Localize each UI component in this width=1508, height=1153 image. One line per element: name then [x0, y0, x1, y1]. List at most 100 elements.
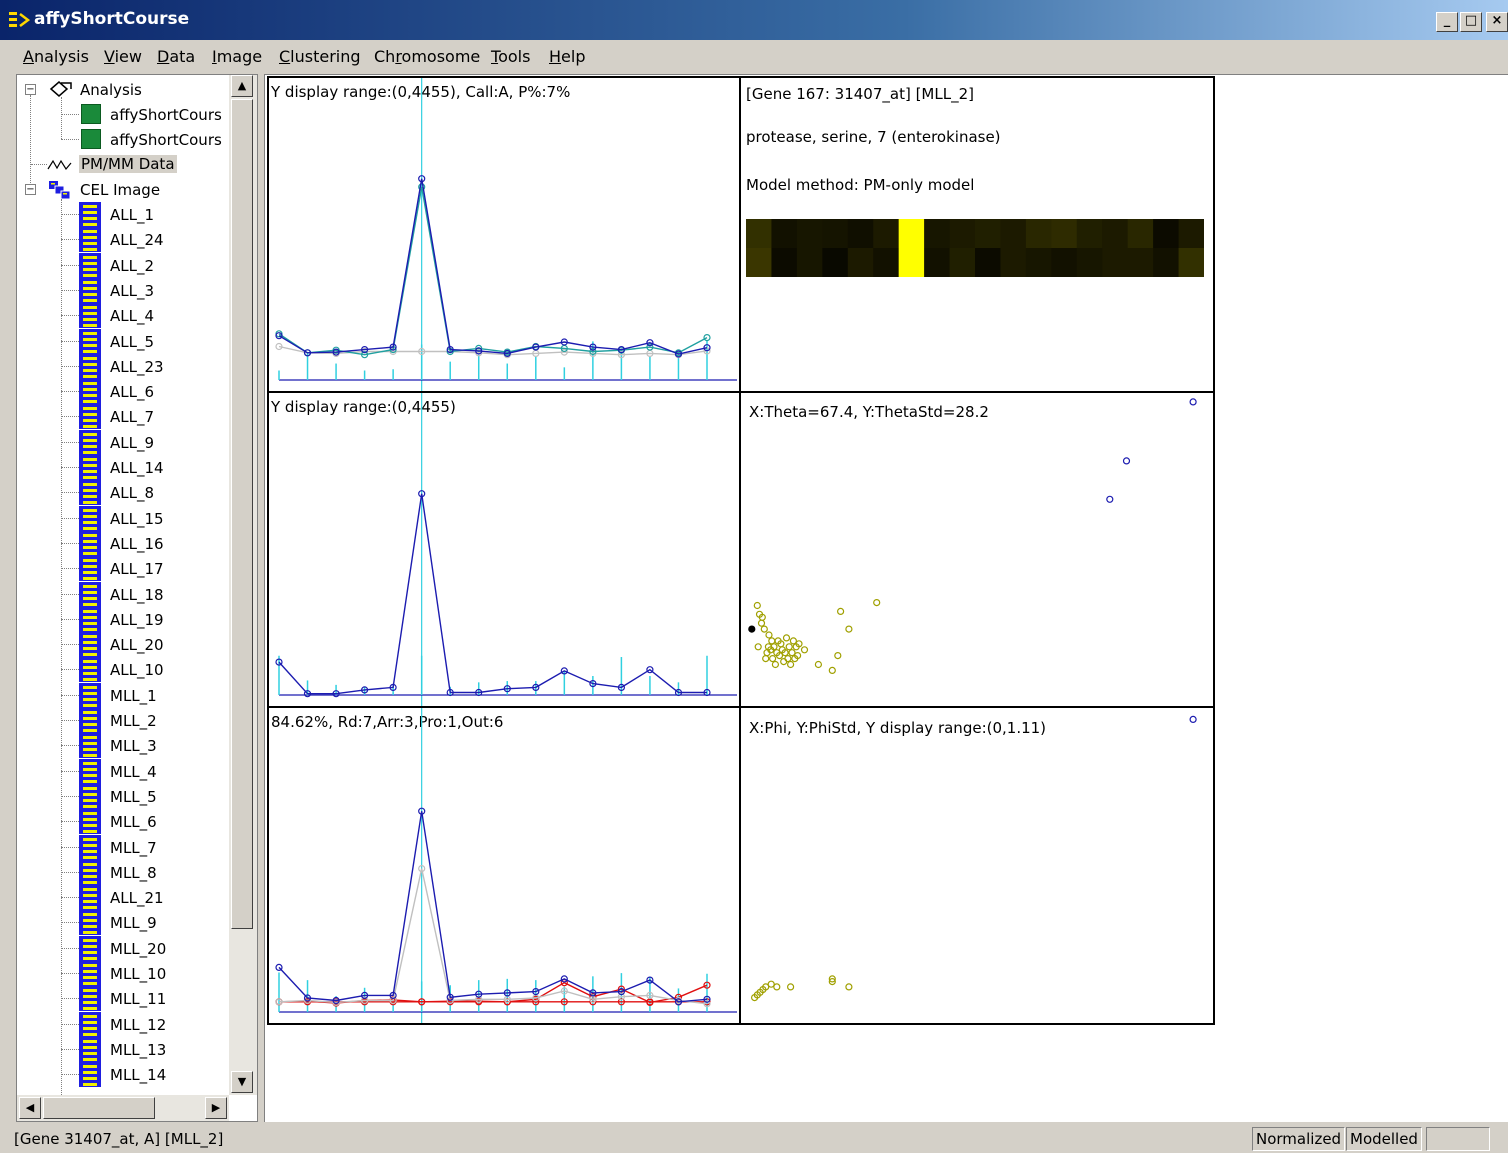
- tree-node-cel[interactable]: MLL_4: [17, 758, 229, 784]
- tree-node-cel[interactable]: ALL_24: [17, 227, 229, 253]
- tree-node-cel[interactable]: ALL_1: [17, 202, 229, 227]
- tree-line: [61, 340, 79, 342]
- tree-node-cel[interactable]: ALL_17: [17, 556, 229, 582]
- tree-node-cel[interactable]: ALL_15: [17, 505, 229, 531]
- horizontal-scrollbar[interactable]: ◀ ▶: [17, 1095, 229, 1121]
- menu-view[interactable]: View: [104, 47, 142, 66]
- series-point: [389, 991, 397, 999]
- tree-node-cel[interactable]: ALL_18: [17, 581, 229, 607]
- tree-node-cel[interactable]: ALL_20: [17, 632, 229, 658]
- tree-node-cel[interactable]: ALL_21: [17, 885, 229, 911]
- series-point: [418, 490, 426, 498]
- scatter-point: [784, 655, 792, 663]
- cel-image-icon: [79, 556, 101, 582]
- series-point: [560, 975, 568, 983]
- tree-node-cel[interactable]: ALL_10: [17, 657, 229, 683]
- tree-node-cel[interactable]: MLL_11: [17, 986, 229, 1012]
- heatmap-cell: [1000, 219, 1027, 248]
- tree-node-cel[interactable]: ALL_2: [17, 252, 229, 278]
- tree-node-cel[interactable]: ALL_3: [17, 277, 229, 303]
- tree-node-cel[interactable]: ALL_19: [17, 606, 229, 632]
- theta-scatter-panel[interactable]: X:Theta=67.4, Y:ThetaStd=28.2: [739, 391, 1215, 708]
- tree-node-cel[interactable]: ALL_9: [17, 429, 229, 455]
- scroll-down-button[interactable]: ▼: [231, 1071, 253, 1093]
- tree-label: MLL_8: [110, 863, 157, 882]
- tree-label: MLL_20: [110, 939, 167, 958]
- status-text: [Gene 31407_at, A] [MLL_2]: [14, 1130, 224, 1148]
- menu-data[interactable]: Data: [157, 47, 196, 66]
- menu-analysis[interactable]: Analysis: [23, 47, 89, 66]
- tree-node-cel[interactable]: ALL_16: [17, 530, 229, 556]
- scroll-right-button[interactable]: ▶: [205, 1097, 227, 1119]
- collapse-icon[interactable]: −: [25, 84, 36, 95]
- tree-node-cel[interactable]: MLL_12: [17, 1011, 229, 1037]
- tree-node-cel[interactable]: MLL_14: [17, 1062, 229, 1088]
- tree-label: ALL_5: [110, 332, 155, 351]
- tree-node-analysis-file[interactable]: affyShortCours: [17, 102, 229, 127]
- tree-node-cel[interactable]: MLL_13: [17, 1036, 229, 1062]
- scroll-left-button[interactable]: ◀: [19, 1097, 41, 1119]
- heatmap-cell: [822, 248, 849, 277]
- splitter[interactable]: [258, 74, 264, 1122]
- tree-node-cel[interactable]: MLL_10: [17, 961, 229, 986]
- tree-node-cel[interactable]: MLL_9: [17, 910, 229, 936]
- pmmm-plot-bottom[interactable]: 84.62%, Rd:7,Arr:3,Pro:1,Out:6: [267, 706, 741, 1025]
- tree-node-pmmm[interactable]: PM/MM Data: [17, 152, 229, 177]
- tree-line: [61, 795, 79, 797]
- tree-label: MLL_10: [110, 965, 167, 983]
- series-point: [275, 332, 283, 340]
- tree-label: ALL_24: [110, 231, 164, 250]
- tree-node-cel[interactable]: MLL_8: [17, 859, 229, 885]
- series-point: [703, 995, 711, 1003]
- tree-node-cel[interactable]: ALL_6: [17, 379, 229, 405]
- scatter-point: [786, 983, 795, 991]
- scatter-point: [769, 655, 777, 663]
- heatmap-cell: [1051, 248, 1078, 277]
- scroll-thumb[interactable]: [231, 99, 253, 929]
- series-point: [617, 351, 625, 359]
- phi-scatter-panel[interactable]: X:Phi, Y:PhiStd, Y display range:(0,1.11…: [739, 706, 1215, 1025]
- menu-help[interactable]: Help: [549, 47, 586, 66]
- menu-image[interactable]: Image: [212, 47, 263, 66]
- tree-node-cel[interactable]: ALL_4: [17, 303, 229, 329]
- tree-node-cel-image[interactable]: − CEL Image: [17, 177, 229, 202]
- tree-line: [61, 97, 62, 139]
- tree-node-cel[interactable]: MLL_1: [17, 682, 229, 708]
- menu-chromosome[interactable]: Chromosome: [374, 47, 481, 66]
- tree-node-cel[interactable]: ALL_5: [17, 328, 229, 354]
- series-point: [360, 351, 369, 359]
- maximize-button[interactable]: □: [1460, 12, 1482, 32]
- tree-node-cel[interactable]: ALL_14: [17, 455, 229, 480]
- plot-label: X:Phi, Y:PhiStd, Y display range:(0,1.11…: [749, 719, 1047, 737]
- cel-image-icon: [79, 632, 101, 658]
- tree-node-cel[interactable]: MLL_7: [17, 834, 229, 860]
- scatter-point: [793, 652, 802, 660]
- tree-line: [61, 391, 79, 393]
- tree-node-cel[interactable]: MLL_5: [17, 783, 229, 809]
- collapse-icon[interactable]: −: [25, 184, 36, 195]
- outlier-point: [1122, 457, 1131, 465]
- menu-clustering[interactable]: Clustering: [279, 47, 361, 66]
- menu-tools[interactable]: Tools: [491, 47, 531, 66]
- close-button[interactable]: ×: [1486, 12, 1508, 32]
- tree-node-cel[interactable]: ALL_23: [17, 353, 229, 379]
- heatmap-cell: [924, 248, 951, 277]
- tree-node-cel[interactable]: ALL_8: [17, 480, 229, 506]
- tree-node-cel[interactable]: MLL_6: [17, 809, 229, 835]
- tree-node-cel[interactable]: MLL_20: [17, 935, 229, 961]
- tree-node-cel[interactable]: MLL_2: [17, 708, 229, 733]
- minimize-button[interactable]: _: [1436, 12, 1458, 32]
- tree-node-analysis-file[interactable]: affyShortCours: [17, 127, 229, 152]
- pmmm-chart-bottom: [275, 708, 737, 1023]
- scatter-point: [753, 601, 761, 610]
- pmmm-plot-top[interactable]: Y display range:(0,4455), Call:A, P%:7%: [267, 76, 741, 393]
- scroll-thumb[interactable]: [43, 1097, 155, 1119]
- vertical-scrollbar[interactable]: ▲ ▼: [229, 75, 257, 1095]
- tree-node-cel[interactable]: ALL_7: [17, 404, 229, 430]
- scatter-point: [768, 637, 776, 645]
- scroll-up-button[interactable]: ▲: [231, 75, 253, 97]
- tree-node-analysis[interactable]: − Analysis: [17, 77, 229, 102]
- tree-node-cel[interactable]: MLL_3: [17, 733, 229, 759]
- pmmm-plot-mid[interactable]: Y display range:(0,4455): [267, 391, 741, 708]
- tree-label: MLL_12: [110, 1015, 167, 1034]
